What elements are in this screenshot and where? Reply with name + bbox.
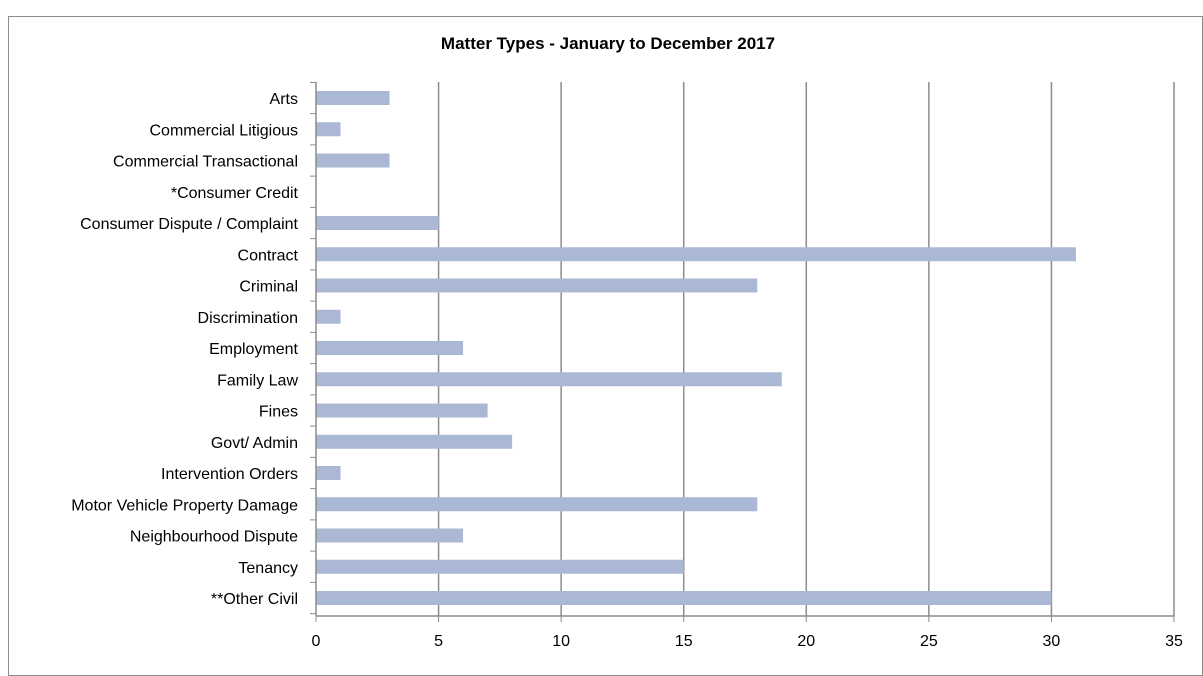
bar (316, 372, 782, 387)
bar (316, 278, 758, 293)
x-tick-label: 10 (552, 633, 570, 650)
bar (316, 153, 390, 168)
category-label: Criminal (239, 279, 298, 296)
bar (316, 528, 464, 543)
bar (316, 309, 341, 324)
bar (316, 216, 439, 230)
bar (316, 466, 341, 480)
bars (316, 91, 1076, 605)
category-label: Commercial Litigious (150, 122, 299, 139)
chart: Matter Types - January to December 2017 … (71, 34, 1183, 650)
category-label: **Other Civil (211, 591, 298, 608)
category-label: Govt/ Admin (211, 435, 298, 452)
bar (316, 122, 341, 137)
category-label: Contract (238, 247, 299, 264)
category-label: Tenancy (238, 560, 298, 577)
category-label: Consumer Dispute / Complaint (80, 216, 298, 233)
bar (316, 247, 1076, 262)
category-label: Fines (259, 404, 298, 421)
gridlines (437, 82, 1175, 616)
x-tick-label: 20 (797, 633, 815, 650)
x-tick-label: 0 (312, 633, 321, 650)
bar (316, 434, 513, 449)
bar (316, 403, 488, 418)
category-label: Motor Vehicle Property Damage (71, 497, 298, 514)
x-tick-label: 35 (1165, 633, 1183, 650)
category-label: Discrimination (198, 310, 298, 327)
labels: 0 5 10 15 20 25 30 35 Arts Commercial Litigious Co… (71, 91, 1183, 650)
axes (310, 81, 1175, 622)
bar (316, 91, 390, 105)
x-tick-label: 15 (675, 633, 693, 650)
x-tick-label: 30 (1043, 633, 1061, 650)
category-label: Family Law (217, 372, 298, 389)
category-label: Employment (209, 341, 298, 358)
category-label: Commercial Transactional (113, 154, 298, 171)
category-label: Intervention Orders (161, 466, 298, 483)
category-label: *Consumer Credit (171, 185, 299, 202)
category-label: Neighbourhood Dispute (130, 529, 298, 546)
category-label: Arts (270, 91, 298, 108)
chart-title: Matter Types - January to December 2017 (441, 34, 775, 53)
x-tick-label: 25 (920, 633, 938, 650)
bar (316, 497, 758, 512)
x-tick-label: 5 (434, 633, 443, 650)
bar (316, 591, 1052, 605)
bar (316, 341, 464, 355)
bar (316, 559, 684, 574)
